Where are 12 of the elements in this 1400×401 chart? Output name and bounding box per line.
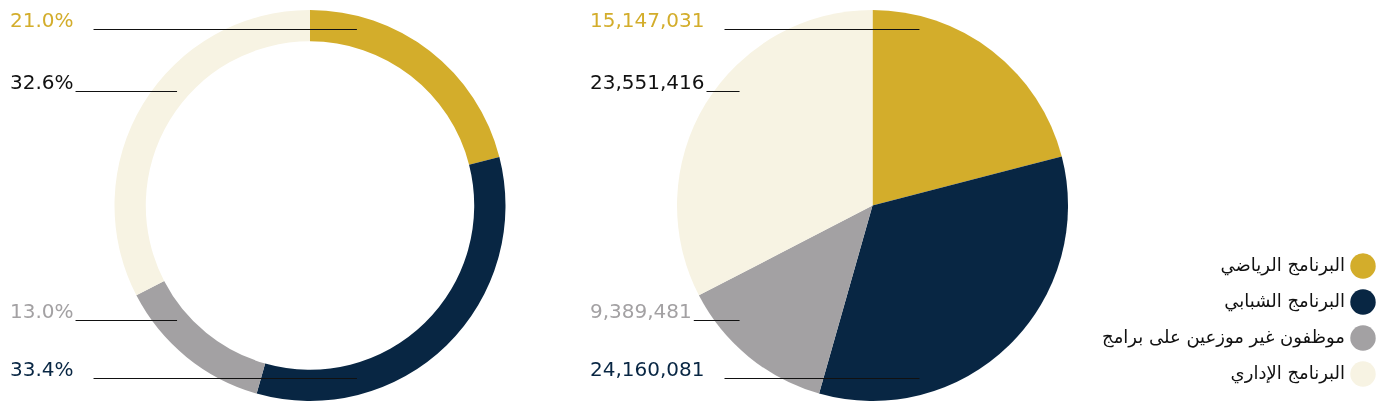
data-label: 13.0% [10, 298, 74, 323]
legend-label: موظفون غير موزعين على برامج [1102, 325, 1345, 348]
data-label: 21.0% [10, 8, 74, 33]
data-label: 23,551,416 [590, 70, 705, 95]
data-label: 9,389,481 [590, 298, 692, 323]
data-label: 33.4% [10, 357, 74, 382]
legend-label: البرنامج الشبابي [1224, 289, 1345, 312]
data-label: 15,147,031 [590, 8, 705, 33]
legend-label: البرنامج الرياضي [1220, 253, 1345, 276]
data-label: 32.6% [10, 70, 74, 95]
data-label: 24,160,081 [590, 357, 705, 382]
legend-label: البرنامج الإداري [1230, 361, 1345, 384]
